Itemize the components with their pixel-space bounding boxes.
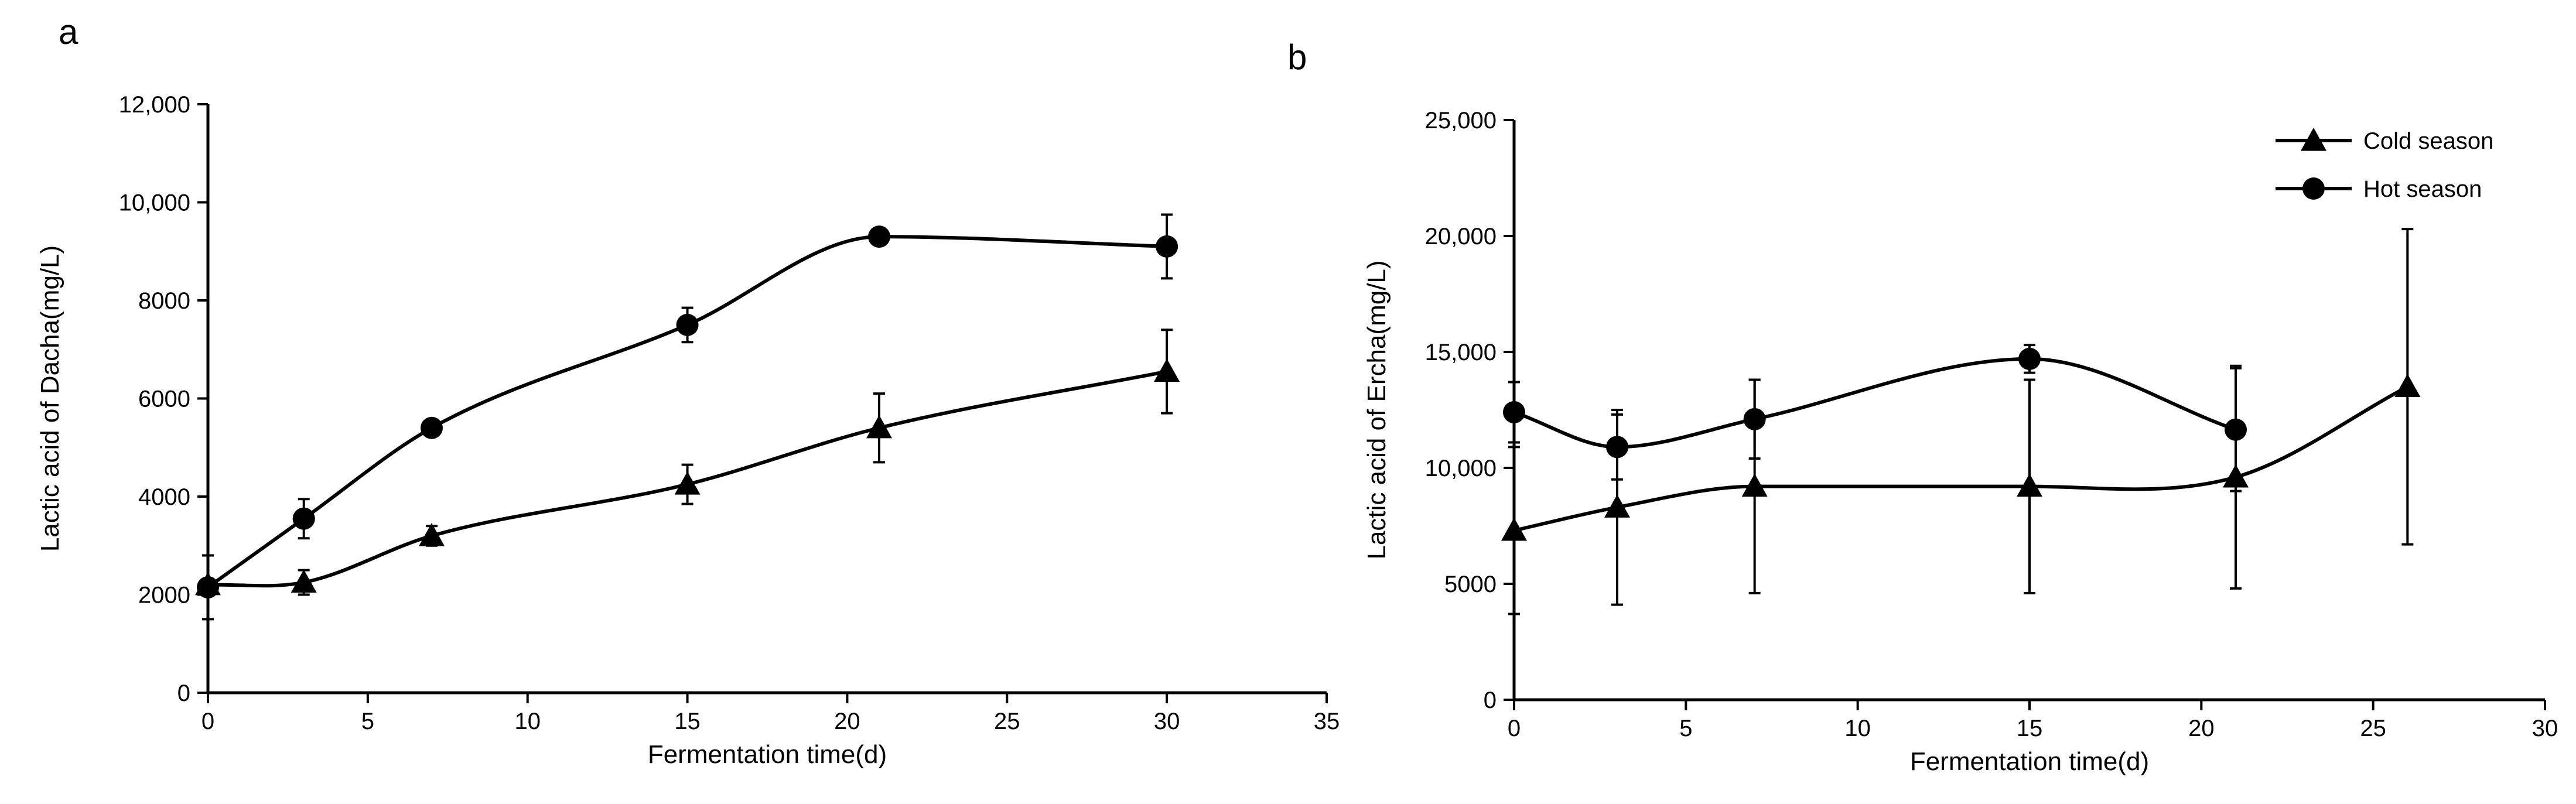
series-circle (197, 213, 1178, 621)
data-point (419, 523, 445, 546)
x-tick-label: 10 (1844, 716, 1871, 741)
legend-label: Cold season (2363, 128, 2493, 154)
series-line (1514, 357, 2236, 449)
x-tick-label: 5 (361, 709, 374, 734)
y-tick-label: 10,000 (119, 190, 190, 216)
y-tick-label: 12,000 (119, 92, 190, 118)
data-point (1156, 235, 1178, 258)
y-tick-label: 20,000 (1425, 224, 1497, 249)
data-point (1741, 473, 1768, 497)
x-tick-label: 20 (2188, 716, 2215, 741)
y-tick-label: 8000 (138, 288, 190, 314)
chart-panel-b: b 0 5000 10,000 15,000 20,000 25,000 0 5 10 15 20 25… (1287, 37, 2558, 776)
x-tick-label: 35 (1314, 709, 1340, 734)
data-point (1743, 408, 1766, 430)
x-tick-label: 0 (201, 709, 214, 734)
x-axis-title: Fermentation time(d) (1910, 747, 2149, 776)
data-point (1604, 494, 1630, 518)
legend: Cold season Hot season (2276, 128, 2493, 202)
series-triangle (1501, 228, 2421, 615)
y-tick-label: 6000 (138, 386, 190, 412)
chart-panel-a: a 0 2000 4000 6000 8000 10,000 12,000 0 5 10 15 20 25… (36, 12, 1340, 769)
x-tick-label: 15 (2017, 716, 2043, 741)
y-tick-label: 5000 (1444, 572, 1497, 597)
data-point (1503, 401, 1525, 423)
legend-marker (2301, 128, 2326, 151)
series-line (1514, 385, 2408, 532)
series-triangle (195, 329, 1180, 596)
data-point (2017, 473, 2042, 497)
x-tick-label: 25 (2360, 716, 2386, 741)
data-point (1154, 358, 1180, 382)
series-line (207, 235, 1167, 589)
y-tick-label: 25,000 (1425, 108, 1497, 134)
x-tick-label: 0 (1508, 716, 1521, 741)
y-tick-label: 0 (1484, 687, 1497, 713)
series-line (207, 370, 1167, 588)
data-point (866, 415, 892, 439)
legend-marker (2302, 177, 2325, 200)
y-axis-title: Lactic acid of Dacha(mg/L) (36, 245, 64, 552)
data-point (676, 313, 699, 336)
x-tick-label: 15 (674, 709, 701, 734)
x-tick-label: 25 (994, 709, 1020, 734)
y-tick-label: 2000 (138, 583, 190, 608)
data-point (292, 507, 315, 530)
data-point (2018, 347, 2041, 370)
data-point (868, 225, 890, 248)
y-tick-label: 15,000 (1425, 340, 1497, 365)
x-tick-label: 10 (514, 709, 541, 734)
data-point (197, 576, 219, 598)
x-tick-label: 30 (1154, 709, 1180, 734)
x-axis-title: Fermentation time(d) (648, 740, 887, 769)
y-tick-label: 4000 (138, 484, 190, 510)
series-circle (1503, 344, 2247, 492)
data-point (2394, 374, 2421, 397)
data-point (2225, 418, 2247, 441)
panel-label: b (1287, 37, 1307, 77)
data-point (1606, 436, 1628, 459)
y-axis-title: Lactic acid of Ercha(mg/L) (1362, 260, 1391, 559)
legend-label: Hot season (2363, 176, 2482, 202)
data-point (421, 416, 443, 439)
x-tick-label: 5 (1679, 716, 1692, 741)
x-tick-label: 30 (2532, 716, 2558, 741)
y-tick-label: 10,000 (1425, 456, 1497, 481)
x-tick-label: 20 (834, 709, 860, 734)
data-point (291, 569, 317, 593)
y-tick-label: 0 (177, 680, 190, 706)
data-point (1501, 517, 1527, 541)
data-point (674, 471, 701, 495)
panel-label: a (59, 12, 78, 52)
